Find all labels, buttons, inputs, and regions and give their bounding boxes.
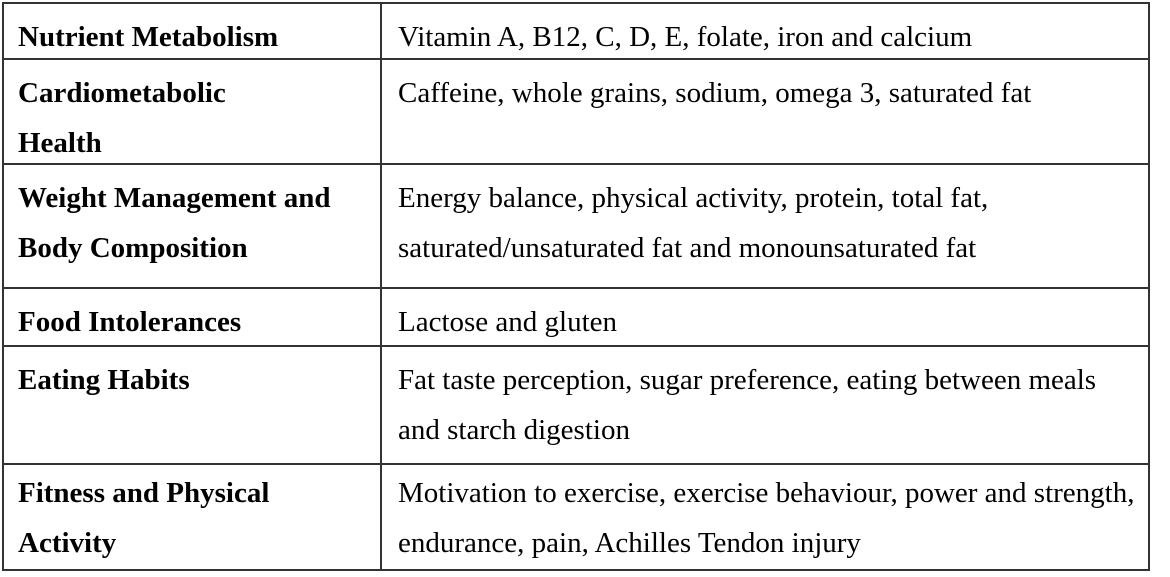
category-cell: Nutrient Metabolism xyxy=(4,4,382,58)
table-row: Cardiometabolic Health Caffeine, whole g… xyxy=(4,60,1148,165)
details-cell: Vitamin A, B12, C, D, E, folate, iron an… xyxy=(398,21,973,53)
category-cell: Fitness and Physical Activity xyxy=(4,465,382,571)
details-cell: Motivation to exercise, exercise behavio… xyxy=(398,477,1135,559)
table-row: Eating Habits Fat taste perception, suga… xyxy=(4,347,1148,465)
details-cell: Caffeine, whole grains, sodium, omega 3,… xyxy=(398,77,1032,109)
nutrigenomics-table: Nutrient Metabolism Vitamin A, B12, C, D… xyxy=(2,2,1150,571)
category-cell: Cardiometabolic Health xyxy=(4,60,382,163)
details-cell: Energy balance, physical activity, prote… xyxy=(398,182,989,264)
details-cell: Lactose and gluten xyxy=(398,306,618,338)
table-row: Nutrient Metabolism Vitamin A, B12, C, D… xyxy=(4,4,1148,60)
table-row: Food Intolerances Lactose and gluten xyxy=(4,289,1148,347)
category-cell: Weight Management and Body Composition xyxy=(4,165,382,287)
table-row: Weight Management and Body Composition E… xyxy=(4,165,1148,289)
details-cell: Fat taste perception, sugar preference, … xyxy=(398,364,1097,446)
category-cell: Food Intolerances xyxy=(4,289,382,345)
category-cell: Eating Habits xyxy=(4,347,382,463)
table-row: Fitness and Physical Activity Motivation… xyxy=(4,465,1148,571)
